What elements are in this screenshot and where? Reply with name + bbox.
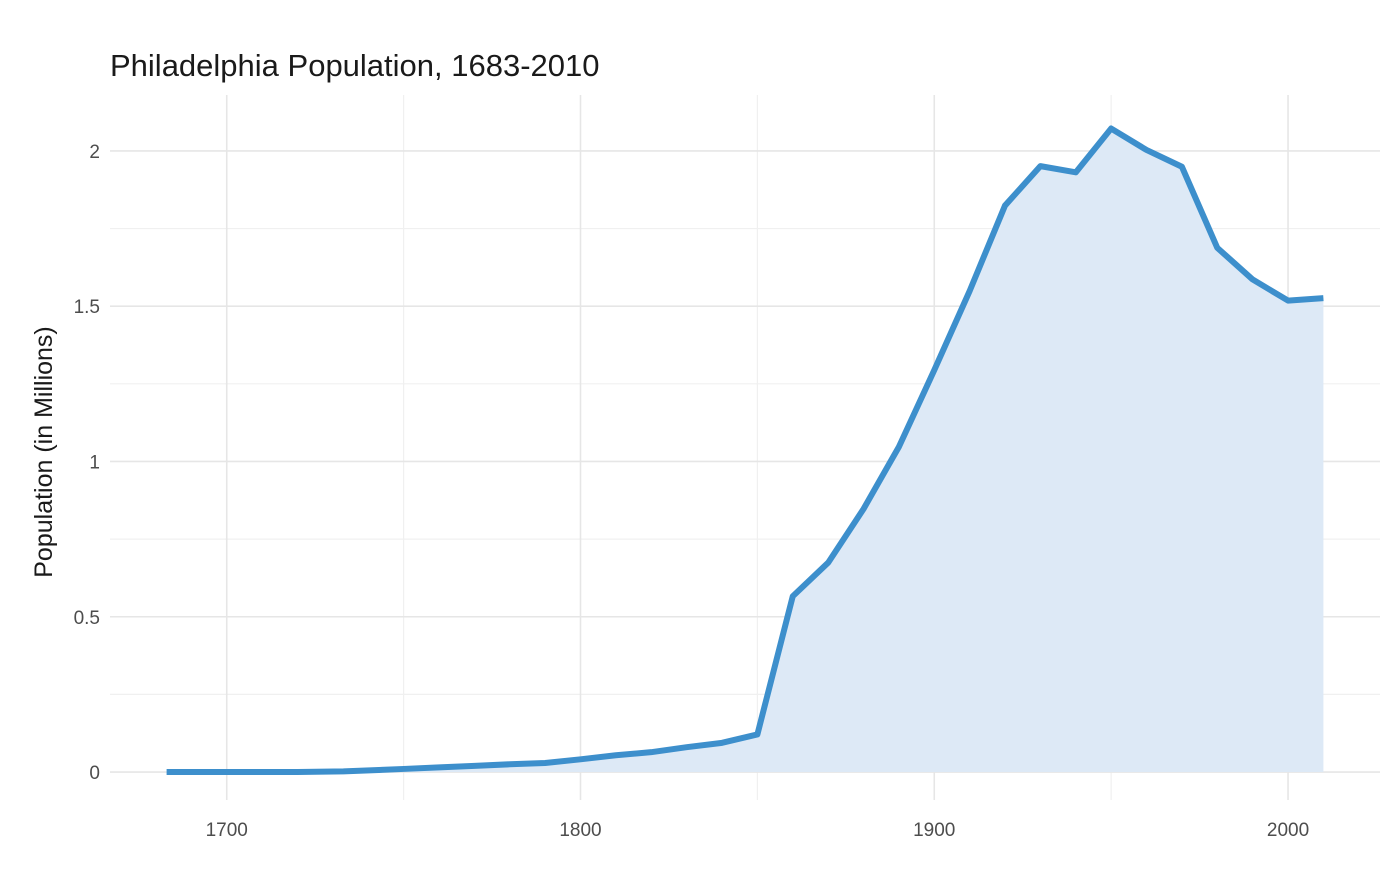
x-axis: 1700 1800 1900 2000	[206, 820, 1310, 841]
y-tick-label-0: 0	[89, 763, 100, 784]
y-tick-label-1: 1	[89, 452, 100, 473]
x-tick-label-1700: 1700	[206, 820, 248, 841]
y-tick-label-2: 2	[89, 142, 100, 163]
chart-title: Philadelphia Population, 1683-2010	[110, 48, 600, 83]
x-tick-label-2000: 2000	[1267, 820, 1309, 841]
x-tick-label-1900: 1900	[913, 820, 955, 841]
y-tick-label-0.5: 0.5	[74, 608, 100, 629]
y-axis-label: Population (in Millions)	[30, 326, 58, 578]
plot-area	[166, 125, 1324, 776]
y-tick-label-1.5: 1.5	[74, 297, 100, 318]
y-axis: 0 0.5 1 1.5 2	[74, 142, 100, 784]
x-tick-label-1800: 1800	[559, 820, 601, 841]
area-fill-series-0	[166, 128, 1324, 773]
